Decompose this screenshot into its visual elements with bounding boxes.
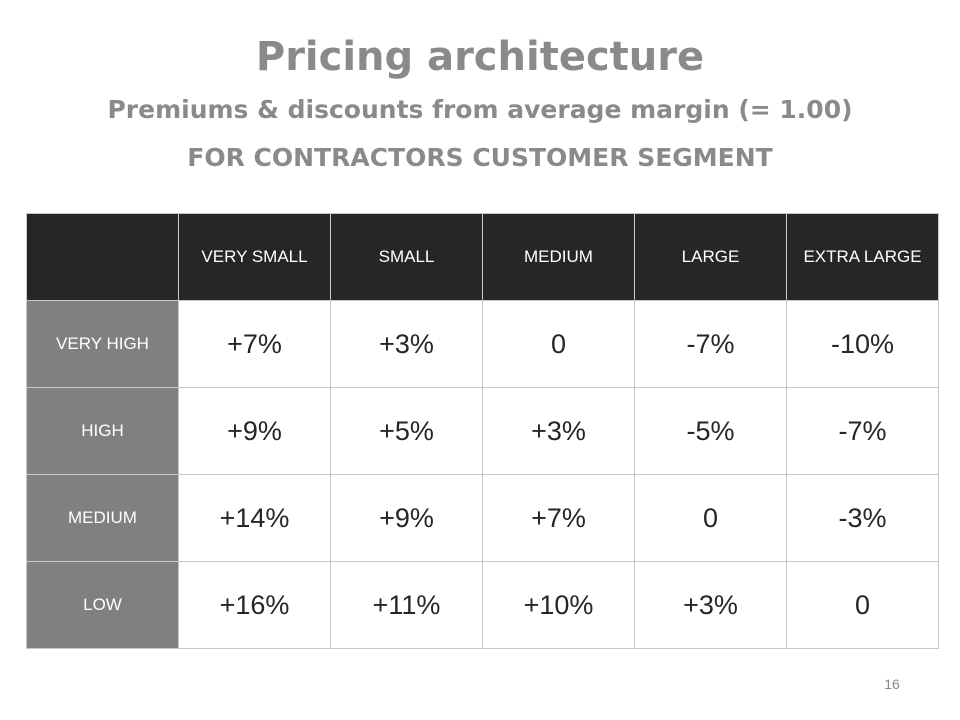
row-header-very-high: VERY HIGH: [26, 300, 179, 388]
column-header-large: LARGE: [634, 213, 787, 301]
table-cell: -3%: [786, 474, 939, 562]
table-cell: -7%: [786, 387, 939, 475]
column-header-small: SMALL: [330, 213, 483, 301]
table-cell: +11%: [330, 561, 483, 649]
table-cell: +7%: [482, 474, 635, 562]
table-cell: 0: [634, 474, 787, 562]
table-cell: +10%: [482, 561, 635, 649]
table-cell: -7%: [634, 300, 787, 388]
table-row: HIGH +9% +5% +3% -5% -7%: [26, 387, 939, 475]
segment-subtitle: FOR CONTRACTORS CUSTOMER SEGMENT: [187, 143, 773, 172]
table-cell: +16%: [178, 561, 331, 649]
slide-title: Pricing architecture: [255, 34, 705, 80]
pricing-table: VERY SMALL SMALL MEDIUM LARGE EXTRA LARG…: [26, 213, 939, 649]
column-header-extra-large: EXTRA LARGE: [786, 213, 939, 301]
table-cell: +3%: [482, 387, 635, 475]
table-cell: -10%: [786, 300, 939, 388]
page-number: 16: [884, 676, 900, 692]
row-header-low: LOW: [26, 561, 179, 649]
table-cell: +9%: [178, 387, 331, 475]
column-header-medium: MEDIUM: [482, 213, 635, 301]
table-row: MEDIUM +14% +9% +7% 0 -3%: [26, 474, 939, 562]
slide-subtitle: Premiums & discounts from average margin…: [107, 95, 853, 124]
table-row: LOW +16% +11% +10% +3% 0: [26, 561, 939, 649]
table-row: VERY HIGH +7% +3% 0 -7% -10%: [26, 300, 939, 388]
table-cell: +3%: [634, 561, 787, 649]
table-cell: +7%: [178, 300, 331, 388]
table-cell: +5%: [330, 387, 483, 475]
table-header-row: VERY SMALL SMALL MEDIUM LARGE EXTRA LARG…: [26, 213, 939, 301]
table-cell: 0: [786, 561, 939, 649]
table-cell: -5%: [634, 387, 787, 475]
table-cell: +9%: [330, 474, 483, 562]
table-corner-cell: [26, 213, 179, 301]
table-cell: +14%: [178, 474, 331, 562]
row-header-medium: MEDIUM: [26, 474, 179, 562]
column-header-very-small: VERY SMALL: [178, 213, 331, 301]
table-cell: 0: [482, 300, 635, 388]
table-cell: +3%: [330, 300, 483, 388]
row-header-high: HIGH: [26, 387, 179, 475]
